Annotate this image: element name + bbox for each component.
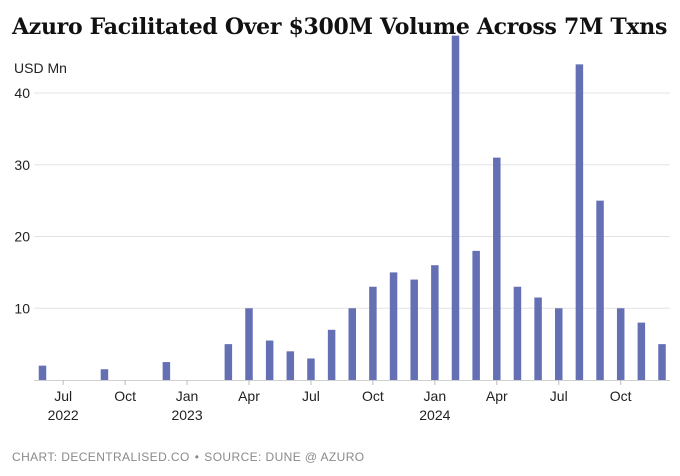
bar: [327, 329, 336, 380]
x-tick-month-label: Jan: [424, 388, 447, 404]
y-tick-label: 40: [14, 85, 30, 101]
bar: [265, 340, 274, 380]
footer-separator: •: [194, 450, 200, 464]
x-tick-year-label: 2024: [419, 407, 450, 423]
bar: [224, 344, 233, 380]
bar: [286, 351, 295, 380]
x-tick-month-label: Jan: [176, 388, 199, 404]
x-tick-month-label: Oct: [610, 388, 632, 404]
bar: [534, 297, 542, 380]
chart-credit: CHART: DECENTRALISED.CO: [12, 450, 190, 464]
y-tick-label: 20: [14, 229, 30, 245]
x-tick-month-label: Apr: [238, 388, 260, 404]
bar: [658, 344, 666, 380]
bar: [348, 308, 356, 380]
bar: [493, 157, 501, 380]
bar: [451, 35, 460, 381]
bar: [472, 250, 480, 380]
bar: [100, 369, 109, 380]
x-tick-year-label: 2023: [171, 407, 202, 423]
bar: [307, 358, 315, 380]
bar: [162, 362, 171, 380]
bar: [596, 200, 604, 380]
x-tick-month-label: Oct: [114, 388, 136, 404]
y-axis-unit-label: USD Mn: [14, 60, 67, 76]
x-tick-month-label: Jul: [302, 388, 320, 404]
bar: [513, 286, 522, 380]
bar: [410, 279, 418, 380]
y-tick-label: 30: [14, 157, 30, 173]
bar: [245, 308, 253, 380]
chart-source: SOURCE: DUNE @ AZURO: [204, 450, 365, 464]
bar: [637, 322, 646, 380]
bar: [616, 308, 625, 380]
bar: [555, 308, 563, 380]
x-tick-month-label: Oct: [362, 388, 384, 404]
chart-footer: CHART: DECENTRALISED.CO • SOURCE: DUNE @ A…: [12, 450, 365, 464]
bar: [389, 272, 398, 380]
x-tick-month-label: Jul: [54, 388, 72, 404]
bar: [431, 265, 439, 380]
bar: [38, 365, 47, 380]
x-tick-year-label: 2022: [48, 407, 79, 423]
y-tick-label: 10: [14, 300, 30, 316]
x-tick-month-label: Jul: [550, 388, 568, 404]
x-tick-month-label: Apr: [486, 388, 508, 404]
bar: [369, 286, 377, 380]
bar: [575, 64, 584, 380]
chart-title: Azuro Facilitated Over $300M Volume Acro…: [12, 14, 668, 40]
